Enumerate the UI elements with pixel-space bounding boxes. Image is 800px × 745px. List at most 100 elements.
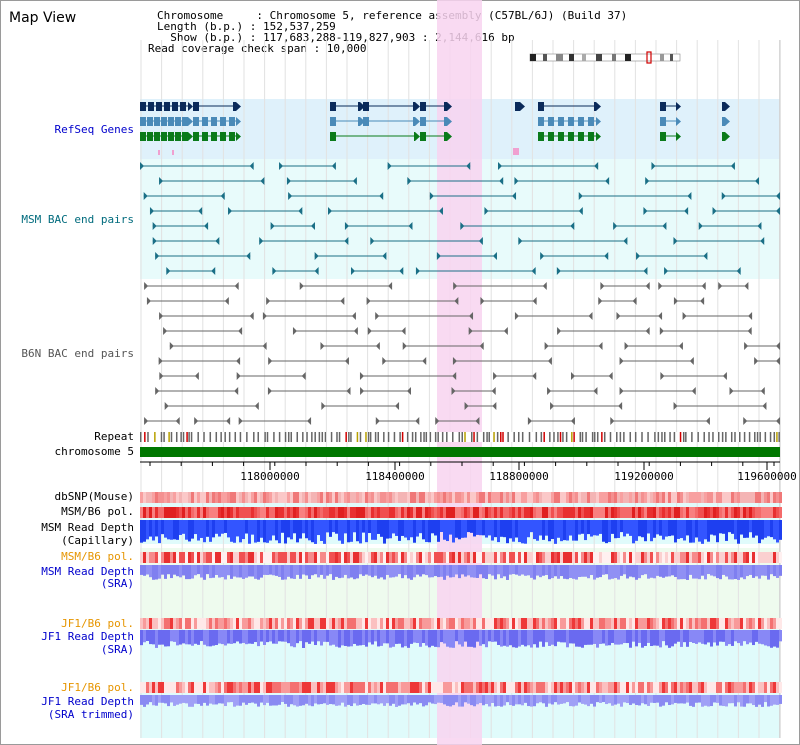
gene-exon[interactable]	[140, 117, 146, 126]
gene-exon[interactable]	[220, 132, 226, 141]
msm-b6-pol-cell	[542, 507, 545, 518]
gene-exon[interactable]	[722, 132, 725, 141]
gene-exon[interactable]	[722, 102, 725, 111]
gene-exon[interactable]	[164, 102, 170, 111]
jf1-b6-pol-cell	[776, 618, 779, 629]
track-label-b6n-bac[interactable]: B6N BAC end pairs	[21, 347, 134, 360]
track-label-jf1-b6-pol-1[interactable]: JF1/B6 pol.	[61, 617, 134, 630]
gene-exon[interactable]	[147, 132, 153, 141]
gene-exon[interactable]	[211, 132, 217, 141]
gene-exon[interactable]	[358, 102, 360, 111]
gene-exon[interactable]	[538, 132, 544, 141]
track-label-msm-b6-pol-1[interactable]: MSM/B6 pol.	[61, 505, 134, 518]
gene-exon[interactable]	[168, 117, 174, 126]
gene-exon[interactable]	[548, 132, 554, 141]
gene-exon[interactable]	[175, 132, 181, 141]
gene-exon[interactable]	[148, 102, 154, 111]
track-label-msm-depth-sra[interactable]: MSM Read Depth	[41, 565, 134, 578]
jf1-b6-pol-cell	[773, 682, 776, 693]
gene-exon[interactable]	[193, 102, 199, 111]
gene-exon[interactable]	[444, 102, 447, 111]
gene-exon[interactable]	[182, 117, 188, 126]
track-label-msm-b6-pol-2[interactable]: MSM/B6 pol.	[61, 550, 134, 563]
gene-exon[interactable]	[182, 132, 188, 141]
gene-exon[interactable]	[229, 132, 235, 141]
dbsnp-density-cell	[476, 492, 479, 503]
gene-exon[interactable]	[444, 117, 447, 126]
jf1-b6-pol-cell	[467, 682, 470, 693]
gene-exon[interactable]	[538, 102, 544, 111]
gene-exon[interactable]	[140, 132, 146, 141]
gene-exon[interactable]	[358, 117, 360, 126]
gene-exon[interactable]	[578, 132, 584, 141]
gene-exon[interactable]	[660, 117, 666, 126]
gene-exon[interactable]	[154, 132, 160, 141]
gene-exon[interactable]	[594, 102, 596, 111]
gene-exon[interactable]	[413, 102, 415, 111]
gene-exon[interactable]	[154, 117, 160, 126]
gene-exon[interactable]	[588, 132, 594, 141]
track-label-dbsnp[interactable]: dbSNP(Mouse)	[54, 490, 134, 503]
track-label-jf1-b6-pol-2[interactable]: JF1/B6 pol.	[61, 681, 134, 694]
gene-exon[interactable]	[660, 132, 666, 141]
gene-exon[interactable]	[193, 117, 199, 126]
msm-sra-depth-bar	[479, 565, 482, 575]
gene-exon[interactable]	[660, 102, 666, 111]
msm-capillary-depth-bar	[635, 520, 638, 541]
gene-exon[interactable]	[202, 117, 208, 126]
gene-exon[interactable]	[193, 132, 199, 141]
msm-capillary-depth-bar	[677, 520, 680, 539]
track-label-msm-depth-capillary[interactable]: MSM Read Depth	[41, 521, 134, 534]
jf1-trimmed-depth-bar	[602, 695, 605, 703]
gene-exon[interactable]	[161, 132, 167, 141]
gene-exon[interactable]	[588, 117, 594, 126]
gene-exon[interactable]	[229, 117, 235, 126]
track-label-jf1-depth-trimmed[interactable]: JF1 Read Depth	[41, 695, 134, 708]
gene-exon[interactable]	[414, 132, 415, 141]
gene-exon[interactable]	[444, 132, 447, 141]
gene-exon[interactable]	[568, 117, 574, 126]
gene-exon[interactable]	[330, 117, 336, 126]
msm-b6-pol-cell	[617, 552, 620, 563]
track-label-jf1-depth-sra[interactable]: JF1 Read Depth	[41, 630, 134, 643]
gene-exon[interactable]	[180, 102, 186, 111]
track-label-msm-bac[interactable]: MSM BAC end pairs	[21, 213, 134, 226]
gene-exon[interactable]	[330, 132, 336, 141]
gene-exon[interactable]	[413, 117, 415, 126]
jf1-b6-pol-cell	[515, 682, 518, 693]
gene-exon[interactable]	[578, 117, 584, 126]
gene-exon[interactable]	[558, 132, 564, 141]
gene-exon[interactable]	[175, 117, 181, 126]
gene-exon[interactable]	[363, 102, 369, 111]
jf1-sra-depth-bar	[659, 630, 662, 648]
gene-exon[interactable]	[558, 117, 564, 126]
gene-exon[interactable]	[211, 117, 217, 126]
gene-exon[interactable]	[722, 117, 725, 126]
gene-exon[interactable]	[161, 117, 167, 126]
chromosome-ideogram[interactable]	[529, 53, 681, 62]
gene-exon[interactable]	[233, 102, 236, 111]
gene-exon[interactable]	[420, 102, 426, 111]
gene-exon[interactable]	[568, 132, 574, 141]
gene-exon[interactable]	[140, 102, 146, 111]
gene-exon[interactable]	[172, 102, 178, 111]
gene-exon[interactable]	[156, 102, 162, 111]
track-label-repeat[interactable]: Repeat	[94, 430, 134, 443]
gene-exon[interactable]	[168, 132, 174, 141]
gene-exon[interactable]	[548, 117, 554, 126]
gene-exon[interactable]	[220, 117, 226, 126]
track-label-chromosome[interactable]: chromosome 5	[54, 445, 134, 458]
gene-exon[interactable]	[420, 132, 426, 141]
gene-exon[interactable]	[515, 102, 520, 111]
gene-exon[interactable]	[330, 102, 336, 111]
msm-capillary-depth-bar	[644, 520, 647, 542]
track-label-refseq[interactable]: RefSeq Genes	[54, 123, 134, 136]
gene-exon[interactable]	[363, 117, 369, 126]
gene-exon[interactable]	[202, 132, 208, 141]
msm-capillary-depth-bar	[524, 520, 527, 544]
gene-exon[interactable]	[538, 117, 544, 126]
gene-exon[interactable]	[420, 117, 426, 126]
gene-exon[interactable]	[147, 117, 153, 126]
chromosome-bar[interactable]	[140, 447, 780, 457]
